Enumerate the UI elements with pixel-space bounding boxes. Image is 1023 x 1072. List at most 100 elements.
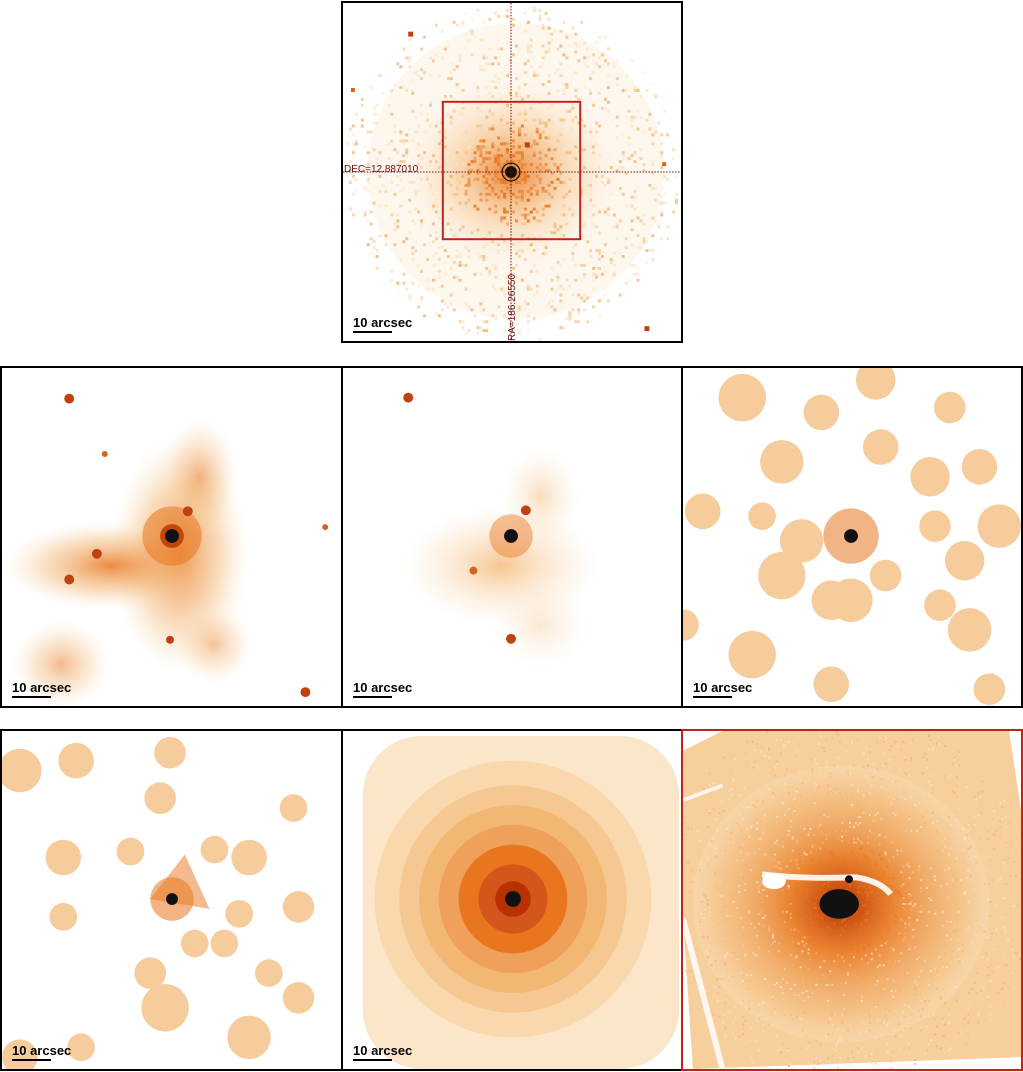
noise-pixel — [621, 166, 625, 170]
noise-pixel — [532, 183, 536, 187]
noise-pixel — [455, 255, 459, 258]
noise-pixel — [354, 112, 358, 116]
noise-pixel — [973, 796, 976, 799]
noise-pixel — [482, 160, 486, 164]
noise-pixel — [918, 966, 921, 969]
noise-pixel — [503, 174, 507, 178]
noise-pixel — [849, 812, 852, 815]
noise-pixel — [589, 130, 593, 134]
noise-pixel — [618, 166, 622, 170]
noise-pixel — [426, 287, 429, 291]
noise-pixel — [479, 192, 483, 196]
noise-pixel — [529, 269, 533, 273]
noise-pixel — [823, 883, 826, 886]
noise-pixel — [949, 847, 952, 850]
noise-pixel — [884, 1015, 887, 1018]
noise-pixel — [773, 972, 776, 975]
noise-pixel — [663, 109, 667, 113]
noise-pixel — [520, 240, 524, 244]
noise-pixel — [983, 982, 986, 985]
noise-pixel — [758, 1013, 761, 1016]
noise-pixel — [526, 198, 530, 202]
noise-pixel — [479, 65, 483, 69]
noise-pixel — [847, 772, 850, 775]
noise-pixel — [390, 278, 394, 282]
noise-pixel — [440, 308, 444, 312]
noise-pixel — [746, 974, 749, 977]
noise-pixel — [767, 926, 770, 929]
noise-pixel — [639, 246, 643, 250]
noise-pixel — [742, 742, 745, 745]
noise-pixel — [900, 1017, 903, 1020]
noise-pixel — [985, 936, 988, 939]
noise-pixel — [930, 970, 933, 973]
noise-pixel — [851, 784, 853, 787]
noise-pixel — [633, 207, 637, 211]
noise-pixel — [583, 62, 587, 66]
noise-pixel — [781, 997, 784, 1000]
noise-pixel — [936, 1025, 938, 1028]
noise-pixel — [809, 792, 812, 795]
noise-pixel — [884, 798, 887, 801]
noise-pixel — [807, 893, 810, 896]
noise-pixel — [402, 186, 406, 190]
noise-pixel — [565, 109, 569, 113]
noise-pixel — [831, 1013, 834, 1016]
noise-pixel — [904, 1003, 907, 1006]
noise-pixel — [908, 946, 911, 949]
noise-pixel — [482, 174, 486, 178]
noise-pixel — [902, 956, 905, 959]
noise-pixel — [734, 1005, 737, 1008]
noise-pixel — [851, 938, 853, 941]
noise-pixel — [485, 86, 489, 89]
noise-pixel — [902, 1047, 905, 1050]
noise-pixel — [862, 812, 865, 815]
noise-pixel — [874, 1063, 877, 1066]
noise-pixel — [886, 978, 889, 981]
noise-pixel — [461, 20, 465, 24]
noise-pixel — [473, 204, 477, 208]
noise-pixel — [821, 885, 824, 888]
noise-pixel — [426, 174, 429, 178]
noise-pixel — [930, 774, 933, 777]
noise-pixel — [813, 902, 816, 905]
noise-pixel — [943, 774, 946, 777]
noise-pixel — [789, 954, 792, 957]
noise-pixel — [565, 35, 569, 39]
noise-pixel — [660, 213, 664, 217]
noise-pixel — [805, 916, 808, 919]
noise-pixel — [547, 192, 551, 196]
noise-pixel — [431, 287, 435, 291]
noise-pixel — [491, 94, 495, 98]
noise-pixel — [428, 183, 432, 187]
noise-pixel — [767, 1023, 770, 1026]
noise-pixel — [506, 115, 510, 119]
noise-pixel — [574, 320, 578, 324]
noise-pixel — [868, 1015, 871, 1018]
noise-pixel — [417, 124, 421, 128]
noise-pixel — [973, 815, 976, 818]
noise-pixel — [787, 829, 790, 832]
noise-pixel — [402, 240, 406, 244]
noise-pixel — [849, 944, 852, 947]
noise-pixel — [892, 877, 895, 880]
noise-pixel — [862, 752, 865, 755]
noise-pixel — [461, 88, 465, 92]
noise-pixel — [856, 810, 859, 813]
noise-pixel — [894, 756, 897, 759]
noise-pixel — [993, 810, 996, 813]
noise-pixel — [597, 56, 601, 60]
noise-pixel — [734, 772, 737, 775]
noise-pixel — [827, 869, 830, 872]
noise-pixel — [636, 127, 640, 131]
noise-pixel — [724, 956, 727, 959]
noise-pixel — [621, 157, 625, 161]
noise-pixel — [930, 792, 933, 795]
noise-pixel — [452, 260, 456, 264]
noise-pixel — [597, 166, 601, 170]
noise-pixel — [926, 1025, 929, 1028]
noise-pixel — [839, 934, 842, 937]
noise-pixel — [760, 837, 763, 840]
noise-pixel — [708, 810, 711, 813]
noise-pixel — [777, 861, 780, 864]
